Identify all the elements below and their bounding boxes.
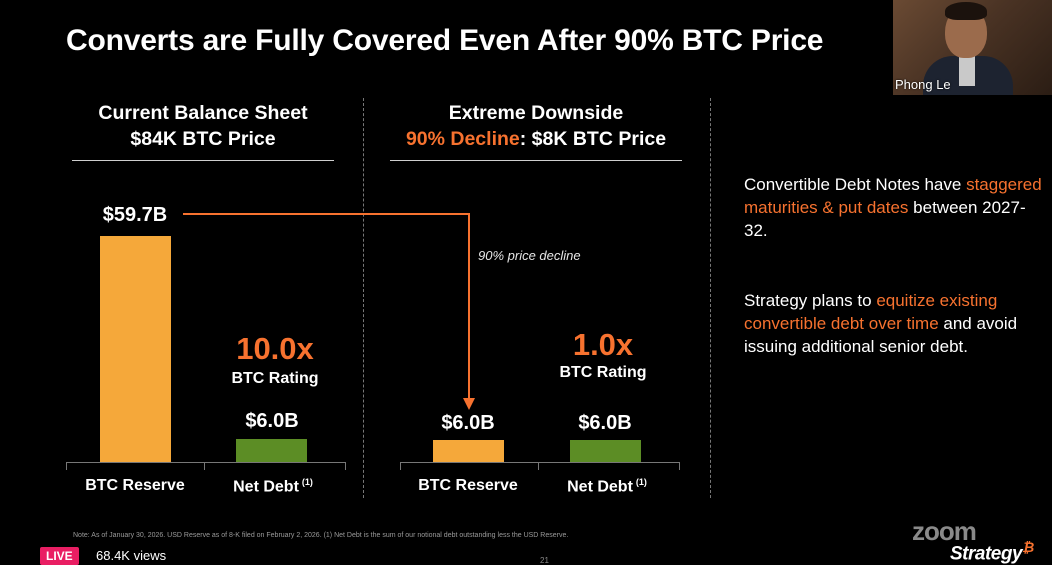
right-header-divider <box>390 160 682 161</box>
left-cat-net-debt: Net Debt (1) <box>198 477 348 496</box>
left-axis-tick <box>66 462 67 470</box>
speaker-hair <box>945 2 987 20</box>
arrow-label: 90% price decline <box>478 248 581 263</box>
right-cat-net-debt-label: Net Debt <box>567 478 633 496</box>
right-axis-tick <box>679 462 680 470</box>
left-axis-tick <box>345 462 346 470</box>
side-p1-post: between 2027-32. <box>744 198 1026 240</box>
left-btc-rating-label: BTC Rating <box>231 370 319 387</box>
right-divider <box>710 98 711 498</box>
arrow-head <box>463 398 475 410</box>
left-x-axis <box>66 462 346 463</box>
left-btc-reserve-value: $59.7B <box>102 204 168 226</box>
right-net-debt-bar <box>570 440 641 462</box>
left-header-line1: Current Balance Sheet <box>98 102 308 124</box>
side-p2-accent: equitize existing convertible debt over … <box>744 291 998 333</box>
left-axis-tick <box>204 462 205 470</box>
left-section-header: Current Balance Sheet $84K BTC Price <box>72 100 334 152</box>
center-divider <box>363 98 364 498</box>
side-p1-pre: Convertible Debt Notes have <box>744 175 962 194</box>
left-btc-reserve-bar <box>100 236 171 462</box>
slide-footnote: Note: As of January 30, 2026. USD Reserv… <box>73 532 569 539</box>
right-footnote-marker: (1) <box>635 477 647 487</box>
right-header-accent: 90% Decline <box>405 128 520 150</box>
strategy-logo-text: Strategy <box>950 543 1023 565</box>
right-x-axis <box>400 462 680 463</box>
side-paragraph-2: Strategy plans to equitize existing conv… <box>744 289 1034 358</box>
page-number: 21 <box>540 556 549 565</box>
right-section-header: Extreme Downside 90% Decline: $8K BTC Pr… <box>390 100 682 152</box>
left-btc-rating-multiple: 10.0x <box>236 331 314 366</box>
side-paragraph-1: Convertible Debt Notes have staggered ma… <box>744 173 1044 242</box>
right-cat-net-debt: Net Debt (1) <box>532 477 682 496</box>
right-btc-rating-label: BTC Rating <box>559 364 647 381</box>
right-net-debt-value: $6.0B <box>578 412 632 434</box>
left-cat-btc-reserve: BTC Reserve <box>85 477 185 494</box>
left-net-debt-bar <box>236 439 307 462</box>
zoom-logo: zoom <box>912 516 977 546</box>
speaker-video-tile[interactable]: Phong Le <box>893 0 1052 95</box>
arrow-line <box>183 213 470 400</box>
left-header-divider <box>72 160 334 161</box>
right-axis-tick <box>538 462 539 470</box>
right-axis-tick <box>400 462 401 470</box>
side-p2-post: and avoid issuing additional senior debt… <box>744 314 1018 356</box>
left-footnote-marker: (1) <box>301 477 313 487</box>
left-net-debt-value: $6.0B <box>245 410 299 432</box>
right-cat-btc-reserve: BTC Reserve <box>418 477 518 494</box>
right-header-rest: : $8K BTC Price <box>519 128 667 150</box>
right-header-line1: Extreme Downside <box>448 102 624 124</box>
side-p2-pre: Strategy plans to <box>744 291 872 310</box>
right-header-line2: 90% Decline: $8K BTC Price <box>390 126 682 152</box>
left-header-line2: $84K BTC Price <box>130 128 276 150</box>
right-btc-reserve-value: $6.0B <box>441 412 495 434</box>
live-badge: LIVE <box>40 547 79 565</box>
strategy-logo: Strategy₿ <box>950 539 1034 565</box>
side-p1-accent: staggered maturities & put dates <box>744 175 1042 217</box>
bitcoin-icon: ₿ <box>1022 539 1034 555</box>
view-count: 68.4K views <box>96 548 167 563</box>
speaker-name-label: Phong Le <box>895 77 951 92</box>
right-btc-rating-multiple: 1.0x <box>572 327 634 362</box>
speaker-shirt <box>959 56 975 86</box>
slide-title: Converts are Fully Covered Even After 90… <box>66 24 824 57</box>
right-btc-reserve-bar <box>433 440 504 462</box>
left-cat-net-debt-label: Net Debt <box>233 478 299 496</box>
